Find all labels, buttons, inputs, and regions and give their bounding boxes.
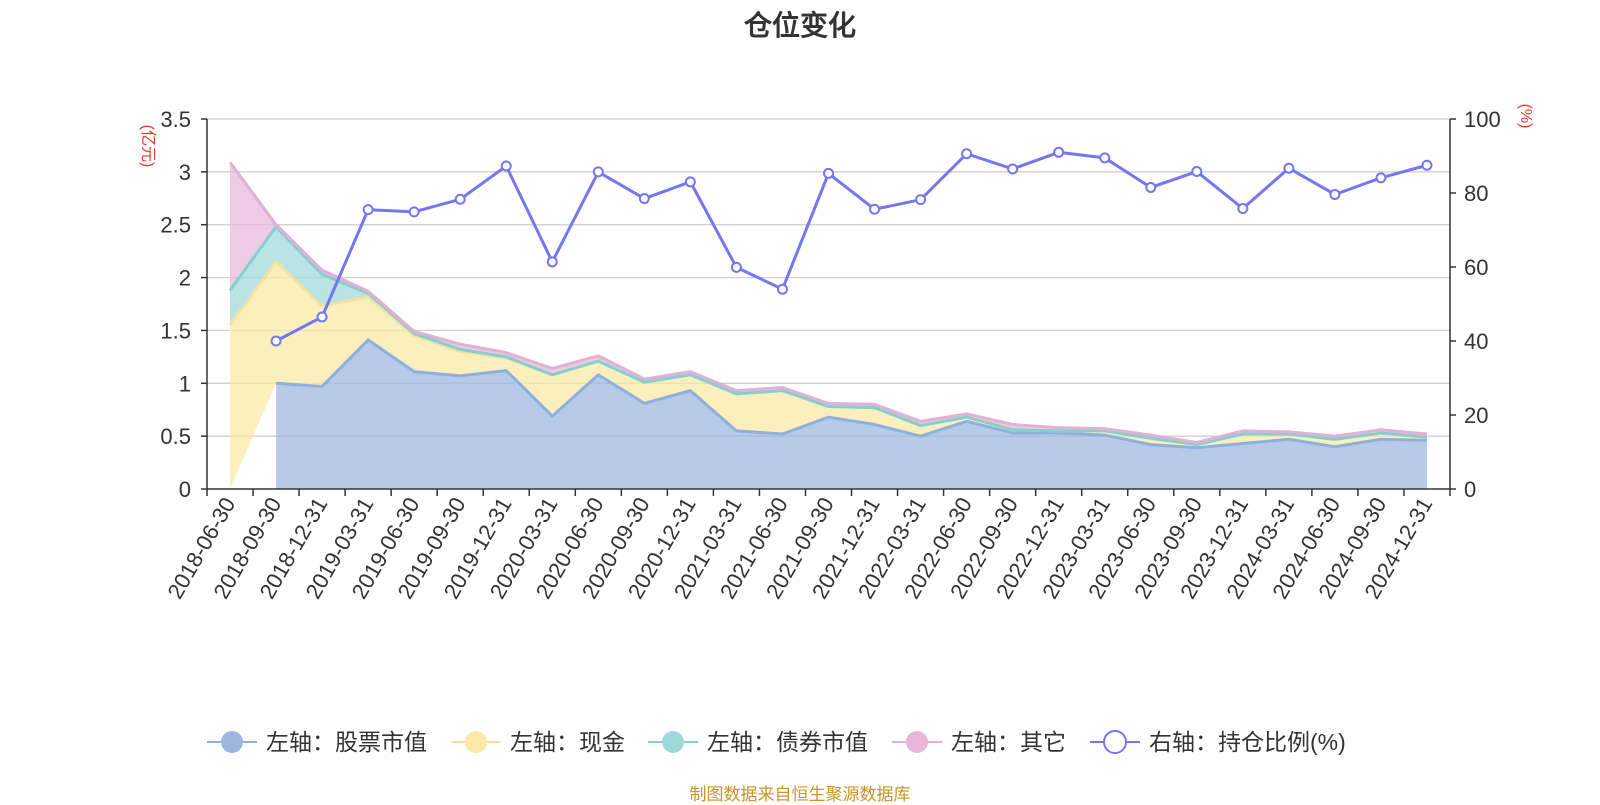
- legend-other[interactable]: 左轴：其它: [892, 729, 1066, 755]
- right-tick-label: 100: [1464, 107, 1501, 132]
- legend-marker-icon: [465, 731, 487, 753]
- stock-value-area: [276, 339, 1427, 489]
- data-source-note: 制图数据来自恒生聚源数据库: [689, 785, 911, 804]
- right-tick-label: 60: [1464, 255, 1488, 280]
- holding-ratio-point: [1145, 181, 1157, 193]
- ratio-line-layer: [270, 146, 1433, 347]
- right-tick-label: 0: [1464, 477, 1476, 502]
- chart-title: 仓位变化: [743, 10, 856, 41]
- holding-ratio-point: [823, 167, 834, 179]
- holding-ratio-line: [275, 150, 1428, 343]
- holding-ratio-point: [961, 148, 973, 160]
- legend-marker-icon: [1103, 730, 1127, 754]
- holding-ratio-point: [730, 261, 742, 273]
- left-tick-label: 1: [179, 371, 191, 396]
- holding-ratio-point: [1053, 146, 1065, 158]
- holding-ratio-point: [592, 166, 604, 178]
- legend-label: 左轴：股票市值: [266, 729, 427, 755]
- holding-ratio-point: [638, 193, 650, 205]
- left-tick-label: 1.5: [160, 318, 191, 343]
- holding-ratio-point: [1421, 159, 1433, 171]
- left-tick-label: 2.5: [160, 213, 191, 238]
- left-tick-label: 3.5: [160, 107, 191, 132]
- other-area-edge: [228, 161, 1428, 445]
- left-tick-label: 0: [179, 477, 191, 502]
- right-tick-label: 40: [1464, 329, 1488, 354]
- legend-marker-icon: [221, 731, 243, 753]
- holding-ratio-point: [1375, 172, 1387, 184]
- holding-ratio-point: [869, 203, 881, 215]
- holding-ratio-point: [776, 283, 788, 295]
- holding-ratio-point: [1283, 162, 1295, 174]
- holding-ratio-point: [1099, 152, 1111, 164]
- holding-ratio-point: [684, 176, 696, 188]
- holding-ratio-point: [546, 256, 558, 268]
- legend-label: 右轴：持仓比例(%): [1149, 729, 1346, 755]
- bond-value-area-edge: [228, 224, 1428, 447]
- legend-marker-icon: [906, 731, 928, 753]
- holding-ratio-point: [915, 194, 927, 206]
- left-axis-unit: (亿元): [139, 125, 157, 168]
- stock-value-area-edge: [275, 337, 1428, 450]
- holding-ratio-point: [1191, 166, 1203, 178]
- holding-ratio-point: [1329, 188, 1341, 200]
- holding-ratio-point: [1237, 203, 1249, 215]
- holding-ratio-point: [500, 160, 512, 172]
- right-tick-label: 20: [1464, 403, 1488, 428]
- legend-marker-icon: [662, 731, 684, 753]
- holding-ratio-point: [316, 311, 328, 323]
- legend-label: 左轴：债券市值: [707, 729, 868, 755]
- left-tick-label: 0.5: [160, 424, 191, 449]
- legend-bond-value[interactable]: 左轴：债券市值: [648, 729, 868, 755]
- holding-ratio-point: [1007, 163, 1019, 175]
- holding-ratio-point: [454, 193, 466, 205]
- holding-ratio-point: [362, 204, 374, 216]
- right-tick-label: 80: [1464, 181, 1488, 206]
- holding-ratio-point: [408, 206, 420, 218]
- legend-cash[interactable]: 左轴：现金: [451, 729, 625, 755]
- legend[interactable]: 左轴：股票市值 左轴：现金 左轴：债券市值 左轴：其它 右轴：持仓比例(%): [207, 729, 1346, 755]
- legend-label: 左轴：其它: [951, 729, 1066, 755]
- left-tick-label: 2: [179, 266, 191, 291]
- stacked-areas: [228, 161, 1428, 489]
- legend-label: 左轴：现金: [510, 729, 625, 755]
- right-axis-unit: (%): [1517, 104, 1534, 129]
- legend-stock-value[interactable]: 左轴：股票市值: [207, 729, 427, 755]
- legend-holding-ratio[interactable]: 右轴：持仓比例(%): [1090, 729, 1346, 755]
- left-tick-label: 3: [179, 160, 191, 185]
- holding-ratio-point: [270, 335, 282, 347]
